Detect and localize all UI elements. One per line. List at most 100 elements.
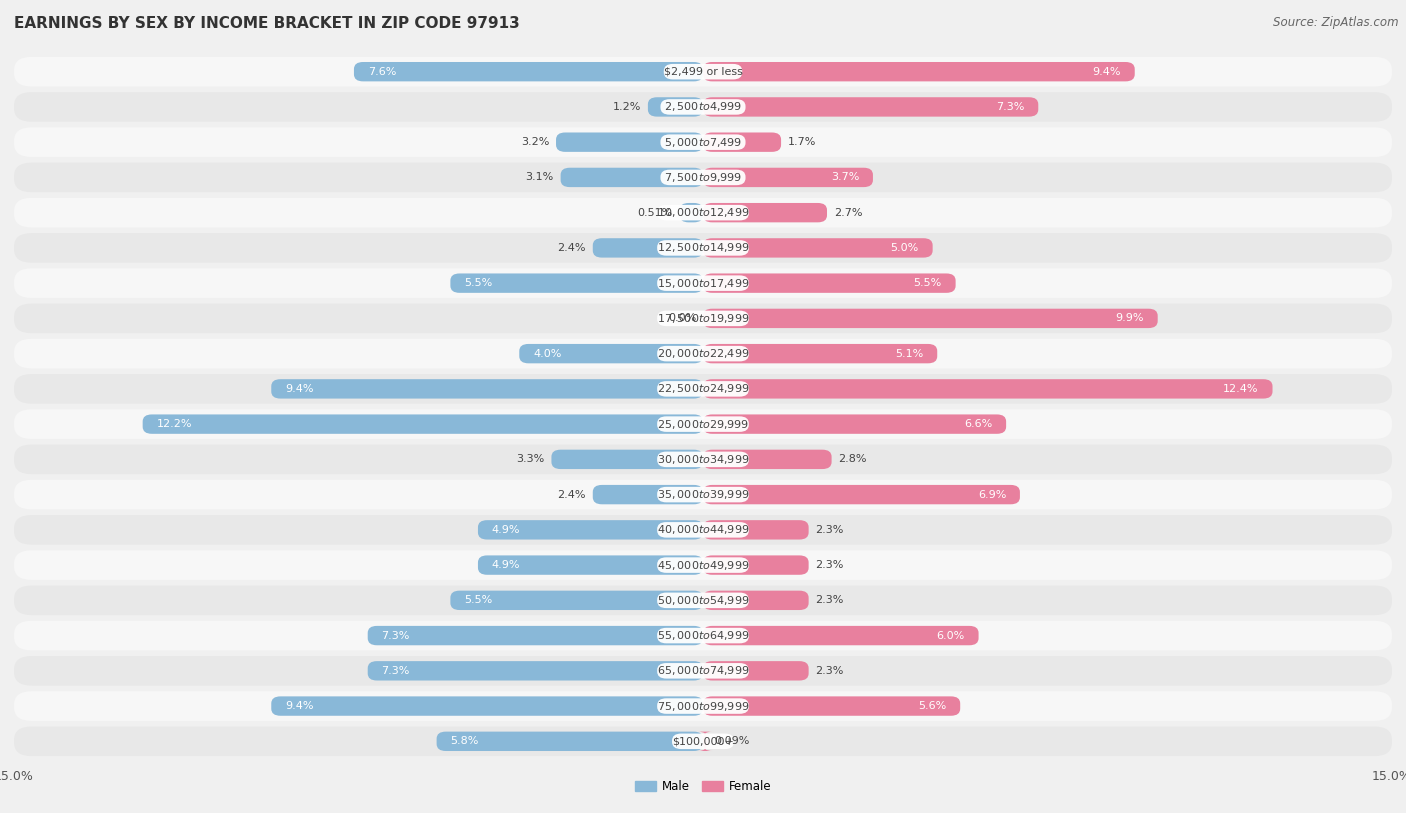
FancyBboxPatch shape	[657, 451, 749, 467]
FancyBboxPatch shape	[661, 170, 745, 185]
Text: $10,000 to $12,499: $10,000 to $12,499	[657, 207, 749, 220]
FancyBboxPatch shape	[142, 415, 703, 434]
FancyBboxPatch shape	[664, 64, 742, 80]
FancyBboxPatch shape	[450, 273, 703, 293]
FancyBboxPatch shape	[14, 303, 1392, 333]
Text: $15,000 to $17,499: $15,000 to $17,499	[657, 276, 749, 289]
FancyBboxPatch shape	[703, 273, 956, 293]
Text: $100,000+: $100,000+	[672, 737, 734, 746]
FancyBboxPatch shape	[14, 374, 1392, 404]
FancyBboxPatch shape	[657, 205, 749, 220]
Text: 6.9%: 6.9%	[977, 489, 1007, 500]
Text: 2.3%: 2.3%	[815, 560, 844, 570]
FancyBboxPatch shape	[703, 661, 808, 680]
FancyBboxPatch shape	[14, 57, 1392, 86]
Text: 3.7%: 3.7%	[831, 172, 859, 182]
FancyBboxPatch shape	[14, 339, 1392, 368]
Text: Source: ZipAtlas.com: Source: ZipAtlas.com	[1274, 16, 1399, 29]
FancyBboxPatch shape	[661, 134, 745, 150]
Text: 7.3%: 7.3%	[381, 631, 411, 641]
FancyBboxPatch shape	[703, 591, 808, 610]
Text: $2,500 to $4,999: $2,500 to $4,999	[664, 101, 742, 114]
FancyBboxPatch shape	[14, 585, 1392, 615]
Text: 7.6%: 7.6%	[368, 67, 396, 76]
Text: $25,000 to $29,999: $25,000 to $29,999	[657, 418, 749, 431]
Text: 5.6%: 5.6%	[918, 701, 946, 711]
FancyBboxPatch shape	[14, 515, 1392, 545]
Text: 0.51%: 0.51%	[637, 207, 672, 218]
FancyBboxPatch shape	[14, 268, 1392, 298]
Text: 2.3%: 2.3%	[815, 666, 844, 676]
Text: $55,000 to $64,999: $55,000 to $64,999	[657, 629, 749, 642]
FancyBboxPatch shape	[703, 450, 831, 469]
Text: $30,000 to $34,999: $30,000 to $34,999	[657, 453, 749, 466]
Text: $75,000 to $99,999: $75,000 to $99,999	[657, 699, 749, 712]
FancyBboxPatch shape	[657, 663, 749, 679]
FancyBboxPatch shape	[657, 522, 749, 537]
Text: $17,500 to $19,999: $17,500 to $19,999	[657, 312, 749, 325]
FancyBboxPatch shape	[368, 626, 703, 646]
FancyBboxPatch shape	[519, 344, 703, 363]
FancyBboxPatch shape	[703, 344, 938, 363]
Text: 0.09%: 0.09%	[714, 737, 749, 746]
FancyBboxPatch shape	[561, 167, 703, 187]
Text: 5.1%: 5.1%	[896, 349, 924, 359]
FancyBboxPatch shape	[354, 62, 703, 81]
FancyBboxPatch shape	[14, 233, 1392, 263]
Text: 9.4%: 9.4%	[285, 384, 314, 393]
Text: 12.4%: 12.4%	[1223, 384, 1258, 393]
FancyBboxPatch shape	[679, 203, 703, 222]
Text: 7.3%: 7.3%	[995, 102, 1025, 112]
FancyBboxPatch shape	[14, 409, 1392, 439]
Text: 2.4%: 2.4%	[557, 489, 586, 500]
Text: $45,000 to $49,999: $45,000 to $49,999	[657, 559, 749, 572]
Text: $12,500 to $14,999: $12,500 to $14,999	[657, 241, 749, 254]
FancyBboxPatch shape	[703, 697, 960, 715]
FancyBboxPatch shape	[703, 555, 808, 575]
Text: 3.2%: 3.2%	[520, 137, 550, 147]
FancyBboxPatch shape	[703, 485, 1019, 504]
FancyBboxPatch shape	[657, 381, 749, 397]
FancyBboxPatch shape	[703, 520, 808, 540]
FancyBboxPatch shape	[368, 661, 703, 680]
Text: 5.5%: 5.5%	[464, 595, 492, 606]
FancyBboxPatch shape	[657, 276, 749, 291]
FancyBboxPatch shape	[657, 628, 749, 643]
Text: 0.0%: 0.0%	[668, 313, 696, 324]
Text: $2,499 or less: $2,499 or less	[664, 67, 742, 76]
FancyBboxPatch shape	[657, 698, 749, 714]
Text: 2.8%: 2.8%	[838, 454, 868, 464]
Legend: Male, Female: Male, Female	[630, 776, 776, 798]
FancyBboxPatch shape	[555, 133, 703, 152]
Text: 5.8%: 5.8%	[450, 737, 479, 746]
Text: 3.3%: 3.3%	[516, 454, 544, 464]
Text: $7,500 to $9,999: $7,500 to $9,999	[664, 171, 742, 184]
FancyBboxPatch shape	[703, 62, 1135, 81]
Text: 4.9%: 4.9%	[492, 560, 520, 570]
FancyBboxPatch shape	[703, 415, 1007, 434]
FancyBboxPatch shape	[14, 691, 1392, 721]
Text: 6.0%: 6.0%	[936, 631, 965, 641]
FancyBboxPatch shape	[14, 621, 1392, 650]
FancyBboxPatch shape	[14, 198, 1392, 228]
FancyBboxPatch shape	[703, 98, 1038, 116]
Text: 3.1%: 3.1%	[526, 172, 554, 182]
FancyBboxPatch shape	[14, 727, 1392, 756]
Text: 6.6%: 6.6%	[965, 420, 993, 429]
Text: 7.3%: 7.3%	[381, 666, 411, 676]
FancyBboxPatch shape	[657, 487, 749, 502]
FancyBboxPatch shape	[703, 203, 827, 222]
FancyBboxPatch shape	[478, 555, 703, 575]
Text: 2.7%: 2.7%	[834, 207, 862, 218]
FancyBboxPatch shape	[14, 92, 1392, 122]
FancyBboxPatch shape	[657, 240, 749, 255]
FancyBboxPatch shape	[657, 416, 749, 432]
FancyBboxPatch shape	[648, 98, 703, 116]
Text: $50,000 to $54,999: $50,000 to $54,999	[657, 593, 749, 606]
FancyBboxPatch shape	[657, 558, 749, 573]
Text: 4.9%: 4.9%	[492, 525, 520, 535]
Text: $35,000 to $39,999: $35,000 to $39,999	[657, 488, 749, 501]
Text: 9.4%: 9.4%	[1092, 67, 1121, 76]
FancyBboxPatch shape	[703, 626, 979, 646]
FancyBboxPatch shape	[661, 99, 745, 115]
